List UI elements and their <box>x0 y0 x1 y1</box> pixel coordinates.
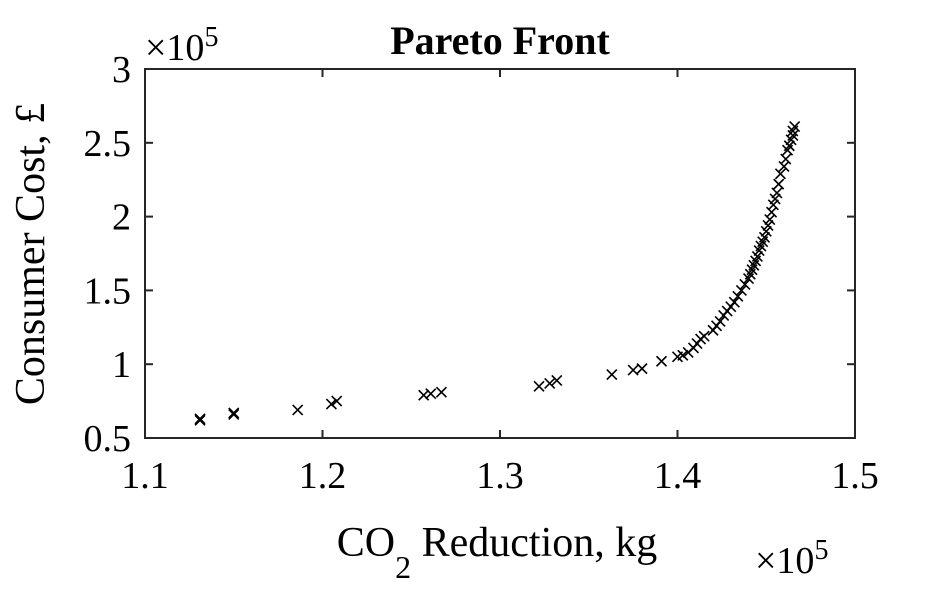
data-point <box>728 296 740 308</box>
data-point <box>787 129 799 141</box>
chart-title: Pareto Front <box>390 18 610 63</box>
data-point <box>789 120 801 133</box>
x-tick-label: 1.2 <box>299 455 347 497</box>
data-point <box>780 153 792 165</box>
y-tick-labels: 0.5 1 1.5 2 2.5 3 <box>84 49 132 460</box>
data-point <box>655 355 668 367</box>
y-tick-label: 0.5 <box>84 418 132 460</box>
x-multiplier: ×105 <box>755 535 828 582</box>
data-point <box>425 388 437 400</box>
data-point <box>551 374 563 387</box>
data-point <box>698 330 710 342</box>
data-point <box>771 187 783 199</box>
data-point <box>228 408 240 420</box>
y-tick-label: 3 <box>112 49 131 91</box>
data-point <box>418 389 430 401</box>
data-point <box>636 363 648 375</box>
y-multiplier: ×105 <box>145 22 218 69</box>
data-point <box>766 206 778 218</box>
data-point <box>735 284 747 296</box>
data-points <box>194 120 801 426</box>
data-point <box>194 414 206 426</box>
data-point <box>677 349 689 361</box>
y-tick-label: 1 <box>112 344 131 386</box>
x-tick-label: 1.5 <box>831 455 879 497</box>
y-tick-label: 2.5 <box>84 123 132 165</box>
data-point <box>714 315 726 327</box>
x-tick-label: 1.4 <box>654 455 702 497</box>
x-tick-label: 1.3 <box>476 455 524 497</box>
y-tick-label: 2 <box>112 197 131 239</box>
axes-group <box>144 68 856 439</box>
data-point <box>292 404 304 416</box>
data-point <box>435 386 447 398</box>
data-point <box>533 380 545 392</box>
y-tick-label: 1.5 <box>84 270 132 312</box>
x-tick-labels: 1.1 1.2 1.3 1.4 1.5 <box>121 455 879 497</box>
data-point <box>627 364 639 376</box>
data-point <box>774 168 787 180</box>
data-point <box>732 290 744 302</box>
data-point <box>544 377 556 389</box>
data-point <box>228 407 240 419</box>
data-point <box>739 278 751 291</box>
data-point <box>331 395 343 407</box>
data-point <box>606 368 618 381</box>
plot-frame <box>144 68 856 439</box>
data-point <box>325 398 337 410</box>
x-axis-label: CO2 Reduction, kg <box>337 520 658 585</box>
y-axis-label: Consumer Cost, £ <box>8 103 54 405</box>
x-tick-label: 1.1 <box>121 455 169 497</box>
data-point <box>194 413 206 425</box>
data-point <box>773 178 785 190</box>
